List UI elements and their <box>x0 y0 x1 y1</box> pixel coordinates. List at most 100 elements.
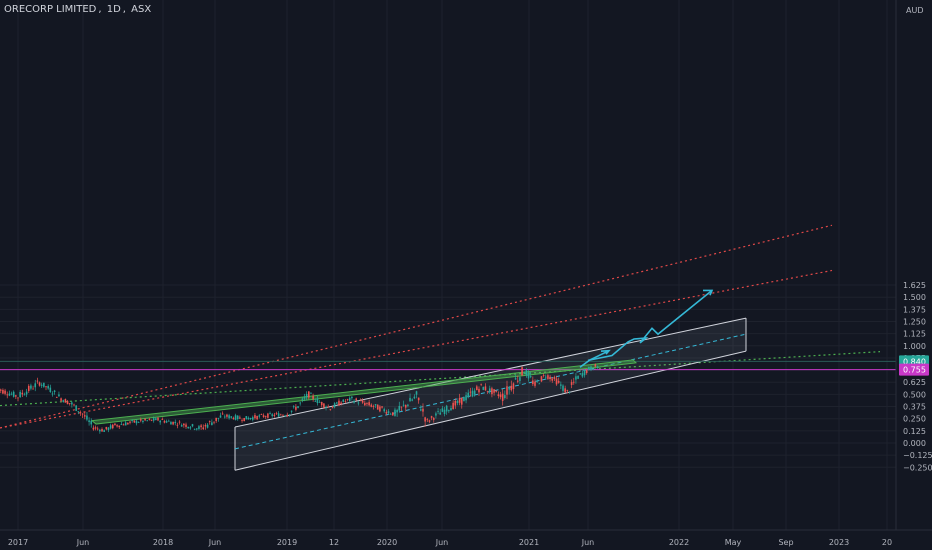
candle-body <box>286 414 289 417</box>
candle-body <box>36 380 39 382</box>
candle-body <box>428 420 431 422</box>
candle-body <box>469 391 472 393</box>
candle-body <box>348 397 351 401</box>
price-tick-label: −0.250 <box>903 463 932 472</box>
candle-body <box>504 395 506 399</box>
candle-body <box>458 397 461 403</box>
candle-body <box>316 398 319 403</box>
candle-body <box>64 398 67 403</box>
candle-body <box>45 386 47 388</box>
candle-body <box>288 414 291 416</box>
channel-fill <box>235 318 746 471</box>
candle-body <box>346 399 349 400</box>
candle-body <box>387 411 390 414</box>
candle-body <box>19 391 21 398</box>
candle-body <box>297 406 299 408</box>
candle-body <box>27 385 30 391</box>
candle-body <box>280 414 282 416</box>
candle-body <box>200 425 202 428</box>
candle-body <box>374 404 377 406</box>
candle-body <box>484 386 487 391</box>
candle-body <box>473 390 476 395</box>
candle-body <box>213 421 215 423</box>
candle-body <box>338 400 340 406</box>
candle-body <box>60 398 62 401</box>
price-tick-label: 1.250 <box>903 317 926 326</box>
candle-body <box>592 369 594 371</box>
candle-body <box>570 382 573 385</box>
candle-body <box>480 383 482 385</box>
candle-body <box>409 397 411 402</box>
candle-body <box>273 414 276 416</box>
candle-body <box>124 422 127 426</box>
candle-body <box>560 384 562 386</box>
candle-body <box>290 410 293 412</box>
candle-body <box>277 413 280 417</box>
candle-body <box>258 415 261 417</box>
candle-body <box>424 417 426 422</box>
candle-body <box>219 415 222 418</box>
candle-body <box>557 380 560 383</box>
candle-body <box>407 404 409 406</box>
candle-body <box>396 410 398 413</box>
candle-body <box>127 422 129 425</box>
candle-body <box>301 398 304 400</box>
candle-body <box>139 419 142 421</box>
candle-body <box>549 376 551 380</box>
candle-body <box>314 400 317 402</box>
candle-body <box>2 389 4 394</box>
time-tick-label: 20 <box>882 538 892 547</box>
candle-body <box>415 391 418 395</box>
candle-body <box>392 412 394 416</box>
candle-body <box>292 406 295 408</box>
candle-body <box>198 426 200 429</box>
candle-body <box>327 406 329 408</box>
interval-label: 1D <box>106 4 121 15</box>
candle-body <box>30 385 32 389</box>
candle-body <box>187 426 189 429</box>
candle-body <box>422 408 424 412</box>
candle-body <box>21 392 24 395</box>
candle-body <box>146 420 149 422</box>
candle-body <box>221 413 224 415</box>
candle-body <box>585 370 588 373</box>
candle-body <box>394 409 396 416</box>
candle-body <box>310 392 312 394</box>
candle-body <box>247 417 250 420</box>
candle-body <box>471 390 474 397</box>
candle-body <box>195 428 198 430</box>
price-tick-label: 0.000 <box>903 439 926 448</box>
candle-body <box>456 400 459 404</box>
candle-body <box>536 380 538 382</box>
time-tick-label: 2018 <box>153 538 173 547</box>
candle-body <box>62 400 65 402</box>
candle-body <box>185 424 187 427</box>
candle-body <box>331 407 334 409</box>
candle-body <box>525 370 528 376</box>
candle-body <box>191 424 194 427</box>
price-badge-label: 0.840 <box>903 357 926 366</box>
candle-body <box>340 402 342 405</box>
candle-body <box>516 380 519 382</box>
candle-body <box>224 416 226 418</box>
candle-body <box>133 420 136 423</box>
candle-body <box>4 390 6 394</box>
candle-body <box>152 418 155 421</box>
candle-body <box>506 386 508 395</box>
candle-body <box>325 406 327 408</box>
candle-body <box>482 386 485 390</box>
price-tick-label: 0.375 <box>903 403 926 412</box>
candle-body <box>305 393 308 398</box>
candle-body <box>96 428 99 430</box>
candle-body <box>252 417 254 420</box>
candle-body <box>381 406 383 408</box>
candle-body <box>411 399 414 401</box>
candle-body <box>43 382 45 387</box>
price-tick-label: 0.500 <box>903 390 926 399</box>
candle-body <box>465 395 467 401</box>
candle-body <box>463 396 465 402</box>
candle-body <box>523 372 526 374</box>
candle-body <box>172 421 174 425</box>
